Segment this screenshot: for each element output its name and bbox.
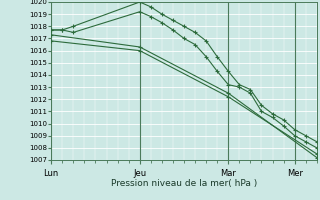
X-axis label: Pression niveau de la mer( hPa ): Pression niveau de la mer( hPa ) — [111, 179, 257, 188]
